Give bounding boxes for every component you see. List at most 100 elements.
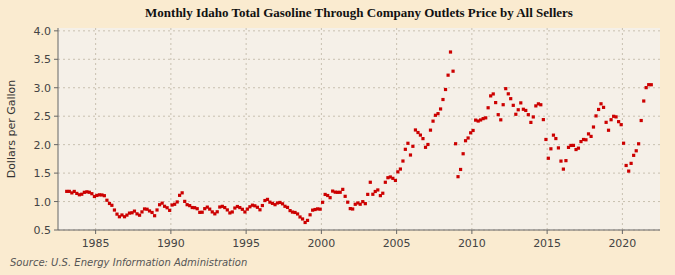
point: [90, 192, 93, 195]
grid-line: [58, 116, 660, 117]
point: [524, 109, 527, 112]
point: [484, 116, 487, 119]
point: [344, 195, 347, 198]
point: [471, 129, 474, 132]
point: [424, 146, 427, 149]
point: [640, 119, 643, 122]
point: [226, 208, 229, 211]
tick-mark: [547, 230, 548, 234]
point: [346, 201, 349, 204]
point: [208, 208, 211, 211]
point: [216, 210, 219, 213]
point: [329, 196, 332, 199]
tick-mark: [246, 230, 247, 234]
point: [467, 136, 470, 139]
point: [176, 200, 179, 203]
point: [584, 138, 587, 141]
point: [589, 135, 592, 138]
tick-label: 2015: [533, 237, 561, 250]
point: [529, 121, 532, 124]
point: [341, 188, 344, 191]
tick-label: 4.0: [34, 25, 52, 38]
point: [183, 200, 186, 203]
point: [617, 120, 620, 123]
point: [258, 208, 261, 211]
point: [512, 104, 515, 107]
tick-mark: [396, 230, 397, 234]
point: [105, 199, 108, 202]
point: [549, 147, 552, 150]
point: [464, 139, 467, 142]
tick-mark: [54, 87, 58, 88]
point: [597, 108, 600, 111]
point: [296, 212, 299, 215]
point: [384, 181, 387, 184]
point: [544, 138, 547, 141]
point: [637, 142, 640, 145]
tick-label: 1.5: [34, 167, 52, 180]
point: [492, 92, 495, 95]
grid-line: [246, 28, 247, 230]
point: [409, 153, 412, 156]
point: [532, 115, 535, 118]
point: [507, 92, 510, 95]
grid-line: [622, 28, 623, 230]
point: [376, 188, 379, 191]
point: [459, 168, 462, 171]
point: [404, 148, 407, 151]
point: [632, 154, 635, 157]
tick-mark: [54, 230, 58, 231]
point: [436, 112, 439, 115]
point: [650, 83, 653, 86]
point: [308, 213, 311, 216]
point: [539, 103, 542, 106]
grid-line: [58, 30, 660, 31]
grid-line: [547, 28, 548, 230]
point: [444, 88, 447, 91]
point: [103, 194, 106, 197]
point: [161, 202, 164, 205]
point: [642, 99, 645, 102]
point: [150, 211, 153, 214]
point: [399, 167, 402, 170]
point: [369, 181, 372, 184]
point: [196, 207, 199, 210]
point: [449, 50, 452, 53]
tick-mark: [321, 230, 322, 234]
tick-mark: [54, 201, 58, 202]
point: [286, 206, 289, 209]
point: [627, 170, 630, 173]
point: [517, 108, 520, 111]
tick-mark: [170, 230, 171, 234]
tick-label: 1.0: [34, 196, 52, 209]
tick-label: 2010: [458, 237, 486, 250]
point: [564, 159, 567, 162]
tick-label: 1995: [232, 237, 260, 250]
points: [65, 50, 653, 224]
y-axis-line: [58, 28, 59, 230]
point: [509, 97, 512, 100]
grid-line: [170, 28, 171, 230]
point: [605, 121, 608, 124]
tick-label: 1985: [82, 237, 110, 250]
point: [153, 214, 156, 217]
point: [630, 162, 633, 165]
tick-label: 1990: [157, 237, 185, 250]
grid-line: [58, 173, 660, 174]
point: [431, 120, 434, 123]
point: [504, 87, 507, 90]
tick-mark: [54, 59, 58, 60]
point: [454, 142, 457, 145]
point: [321, 201, 324, 204]
point: [494, 101, 497, 104]
point: [366, 193, 369, 196]
point: [140, 210, 143, 213]
x-axis-line: [58, 230, 660, 231]
grid-line: [321, 28, 322, 230]
point: [113, 208, 116, 211]
chart: 0.51.01.52.02.53.03.54.01985199019952000…: [0, 0, 675, 275]
point: [339, 191, 342, 194]
point: [371, 193, 374, 196]
point: [168, 209, 171, 212]
point: [411, 145, 414, 148]
